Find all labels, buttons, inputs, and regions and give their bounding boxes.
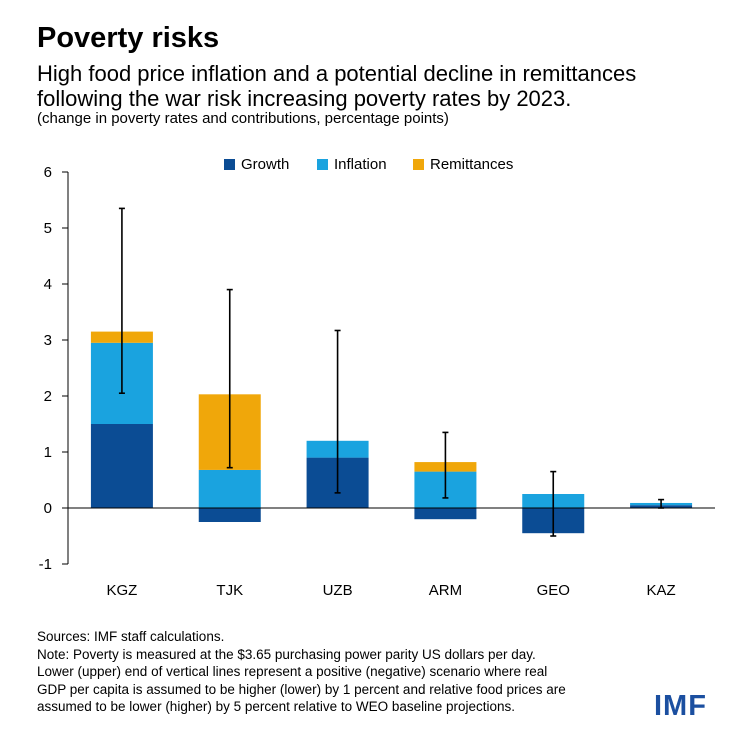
x-tick-label: ARM <box>429 582 462 599</box>
note-line-1: Note: Poverty is measured at the $3.65 p… <box>37 646 536 662</box>
y-tick-label: -1 <box>39 556 52 573</box>
legend-label-inflation: Inflation <box>334 156 387 173</box>
error-bars-group <box>118 207 665 537</box>
bars-group <box>90 331 693 534</box>
bar-growth-arm <box>414 508 477 520</box>
y-tick-label: 0 <box>44 500 52 517</box>
note-line-2: Lower (upper) end of vertical lines repr… <box>37 664 548 679</box>
chart-svg: -1 0 1 2 3 4 5 6 KGZ TJK UZB ARM GEO KAZ <box>39 164 715 599</box>
sources-line: Sources: IMF staff calculations. <box>37 629 225 644</box>
x-tick-label: KGZ <box>106 582 137 599</box>
bar-growth-kgz <box>90 424 153 508</box>
chart-units: (change in poverty rates and contributio… <box>37 110 449 127</box>
legend-item-remittances: Remittances <box>413 156 513 173</box>
y-tick-label: 6 <box>44 164 52 181</box>
y-tick-label: 2 <box>44 388 52 405</box>
legend: Growth Inflation Remittances <box>0 156 750 176</box>
note-line-4: assumed to be lower (higher) by 5 percen… <box>37 699 515 714</box>
x-tick-label: TJK <box>216 582 243 599</box>
x-tick-label: UZB <box>323 582 353 599</box>
bar-inflation-tjk <box>198 469 261 508</box>
y-tick-label: 5 <box>44 220 52 237</box>
y-tick-label: 3 <box>44 332 52 349</box>
x-axis: KGZ TJK UZB ARM GEO KAZ <box>68 507 715 599</box>
legend-item-growth: Growth <box>224 156 289 173</box>
notes: Sources: IMF staff calculations. Note: P… <box>37 628 637 716</box>
note-line-3: GDP per capita is assumed to be higher (… <box>37 681 566 697</box>
legend-label-remittances: Remittances <box>430 156 514 173</box>
legend-swatch-remittances <box>413 159 424 170</box>
legend-swatch-inflation <box>317 159 328 170</box>
bar-growth-tjk <box>198 508 261 522</box>
y-tick-label: 4 <box>44 276 52 293</box>
x-tick-label: GEO <box>537 582 570 599</box>
x-tick-label: KAZ <box>646 582 675 599</box>
chart-subtitle: High food price inflation and a potentia… <box>37 61 637 111</box>
legend-label-growth: Growth <box>241 156 290 173</box>
legend-item-inflation: Inflation <box>317 156 387 173</box>
y-axis: -1 0 1 2 3 4 5 6 <box>39 164 69 573</box>
legend-swatch-growth <box>224 159 235 170</box>
y-tick-label: 1 <box>44 444 52 461</box>
chart-title: Poverty risks <box>37 22 220 54</box>
imf-logo: IMF <box>654 690 707 722</box>
